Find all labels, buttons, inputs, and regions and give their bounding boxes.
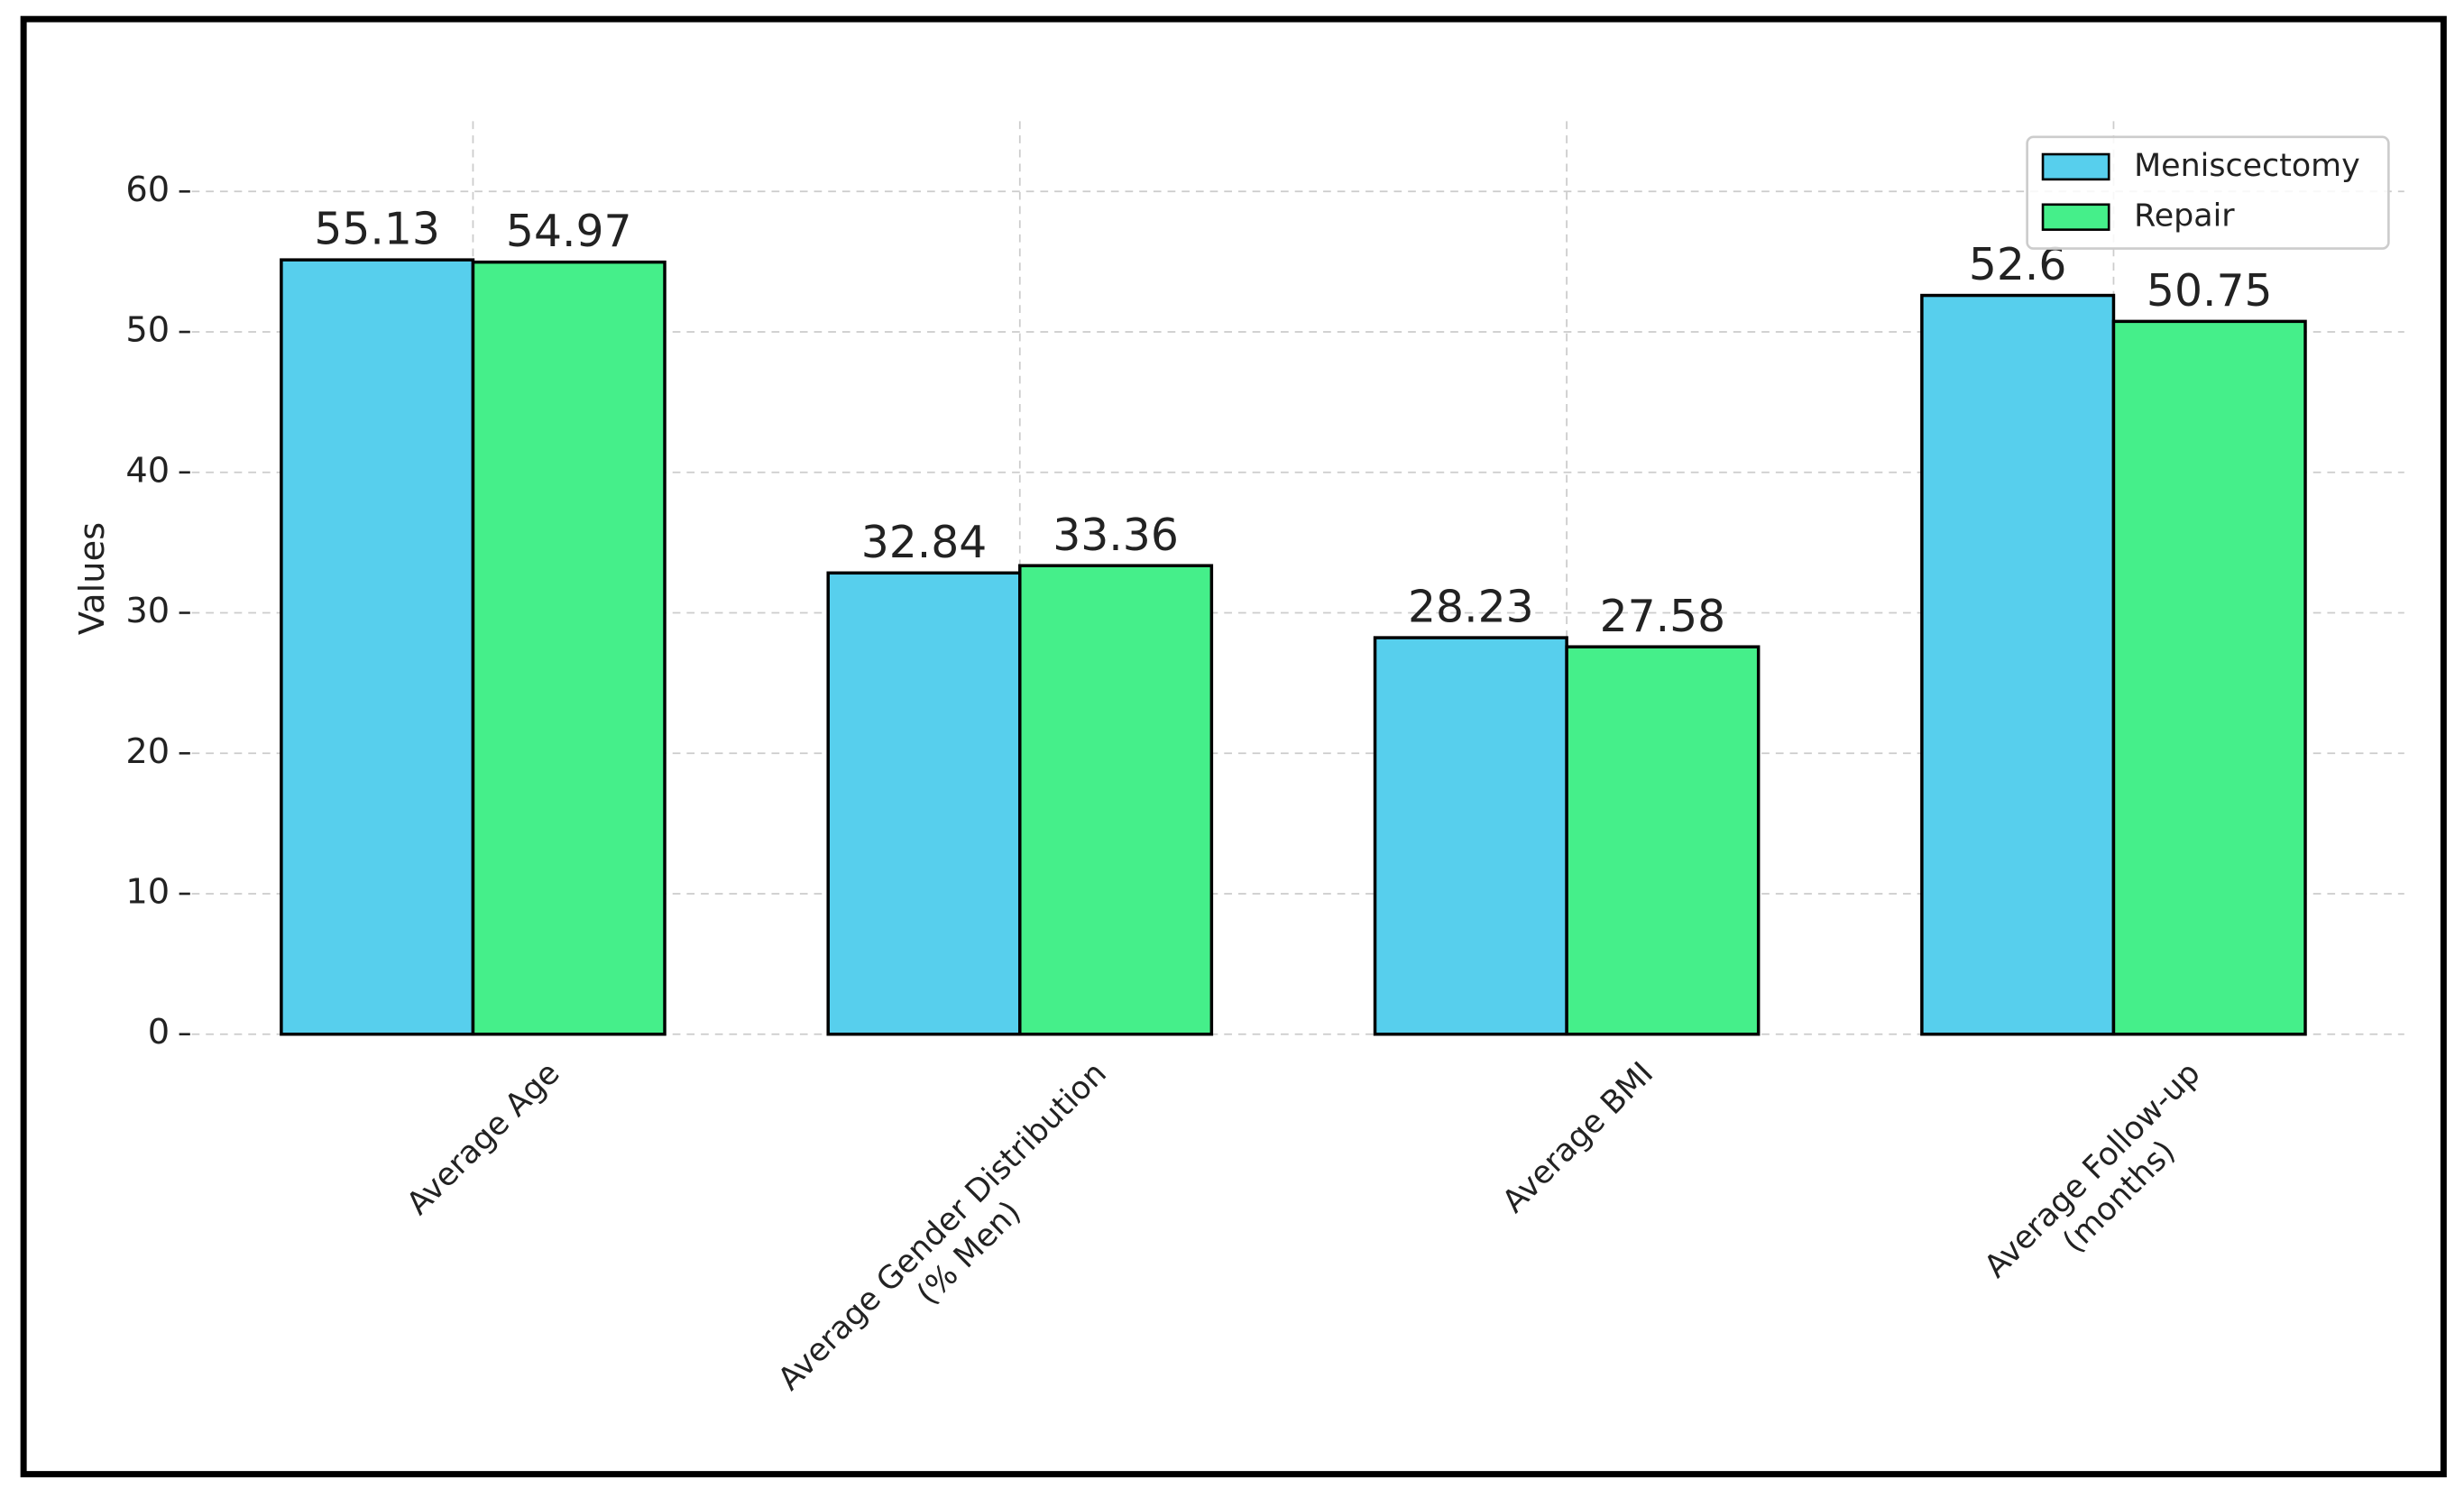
y-tick-label: 40	[125, 450, 170, 491]
value-label: 28.23	[1408, 582, 1534, 633]
value-label: 32.84	[861, 517, 988, 568]
legend-label: Repair	[2134, 198, 2235, 234]
bar	[826, 571, 1022, 1036]
bar	[280, 258, 475, 1036]
bar	[1373, 636, 1568, 1036]
y-tick-label: 0	[148, 1012, 170, 1052]
value-label: 33.36	[1053, 510, 1179, 561]
legend-label: Meniscectomy	[2134, 148, 2360, 184]
value-label: 50.75	[2147, 265, 2273, 317]
y-tick-label: 20	[125, 731, 170, 772]
y-axis-label: Values	[72, 522, 113, 635]
bar	[1018, 564, 1214, 1036]
value-label: 55.13	[314, 204, 440, 255]
y-tick-label: 50	[125, 310, 170, 351]
value-label: 54.97	[506, 206, 632, 257]
bar	[2111, 319, 2307, 1036]
bar	[1920, 293, 2116, 1036]
y-tick-label: 10	[125, 871, 170, 912]
bar	[471, 260, 667, 1036]
value-label: 27.58	[1600, 591, 1726, 642]
legend-swatch	[2041, 152, 2110, 181]
bar	[1565, 645, 1761, 1036]
legend-box	[2026, 135, 2390, 250]
y-tick-label: 30	[125, 591, 170, 631]
y-tick-label: 60	[125, 170, 170, 210]
legend-swatch	[2041, 203, 2110, 231]
